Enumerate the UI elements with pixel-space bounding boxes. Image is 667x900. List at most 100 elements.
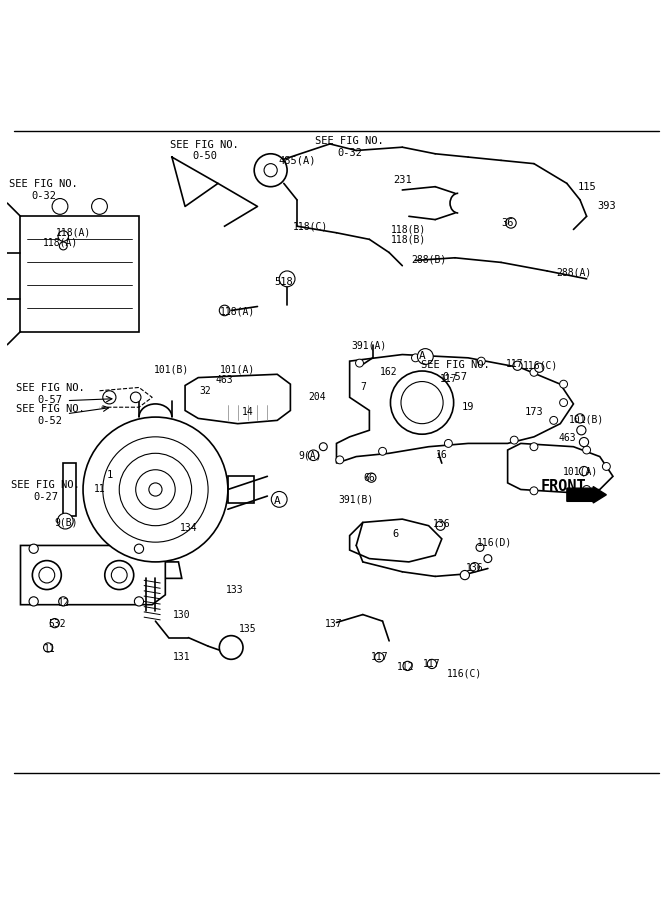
Text: 391(A): 391(A)	[352, 341, 387, 351]
Text: 288(B): 288(B)	[411, 254, 446, 264]
Text: 115: 115	[577, 182, 596, 192]
Text: SEE FIG NO.
0-32: SEE FIG NO. 0-32	[9, 179, 78, 201]
Text: 130: 130	[173, 609, 191, 619]
Circle shape	[50, 618, 59, 627]
Circle shape	[583, 446, 590, 454]
Circle shape	[513, 361, 522, 370]
Circle shape	[105, 561, 133, 590]
Circle shape	[43, 643, 53, 652]
Text: 14: 14	[241, 408, 253, 418]
Text: SEE FIG NO.
0-52: SEE FIG NO. 0-52	[16, 404, 85, 426]
Text: 12: 12	[57, 598, 69, 608]
Circle shape	[59, 242, 67, 250]
Circle shape	[103, 391, 116, 404]
Circle shape	[560, 380, 568, 388]
Circle shape	[319, 443, 327, 451]
Text: 463: 463	[558, 433, 576, 443]
Circle shape	[29, 544, 38, 554]
Circle shape	[39, 567, 55, 583]
Circle shape	[279, 271, 295, 287]
Polygon shape	[63, 464, 77, 516]
Text: 518: 518	[274, 277, 293, 287]
Polygon shape	[228, 476, 254, 503]
Text: SEE FIG NO.
0-57: SEE FIG NO. 0-57	[16, 383, 85, 405]
Circle shape	[32, 561, 61, 590]
Text: 117: 117	[506, 359, 523, 369]
Circle shape	[103, 436, 208, 542]
Circle shape	[308, 450, 319, 461]
Text: 136: 136	[433, 518, 451, 528]
Circle shape	[577, 426, 586, 435]
Text: 117: 117	[440, 374, 457, 384]
Text: 7: 7	[360, 382, 366, 392]
Text: 19: 19	[462, 402, 474, 412]
Text: 32: 32	[199, 386, 211, 396]
Text: 16: 16	[436, 450, 448, 460]
Circle shape	[83, 417, 228, 562]
Circle shape	[134, 544, 143, 554]
Text: 116(C): 116(C)	[523, 361, 558, 371]
FancyArrow shape	[567, 487, 606, 503]
Circle shape	[576, 414, 585, 423]
Circle shape	[91, 199, 107, 214]
Text: 9(B): 9(B)	[55, 518, 78, 527]
Text: FRONT: FRONT	[541, 479, 586, 494]
Text: 101(B): 101(B)	[154, 364, 189, 374]
Circle shape	[444, 439, 452, 447]
Circle shape	[412, 354, 420, 362]
Polygon shape	[129, 562, 182, 579]
Circle shape	[560, 399, 568, 407]
Text: 11: 11	[44, 644, 56, 653]
Circle shape	[428, 660, 436, 669]
Circle shape	[336, 456, 344, 464]
Circle shape	[134, 597, 143, 606]
Circle shape	[111, 567, 127, 583]
Circle shape	[460, 571, 470, 580]
Polygon shape	[508, 444, 613, 493]
Circle shape	[510, 436, 518, 444]
Polygon shape	[336, 355, 574, 464]
Circle shape	[52, 199, 68, 214]
Text: 116(C): 116(C)	[447, 669, 482, 679]
Text: A: A	[419, 351, 426, 361]
Circle shape	[550, 417, 558, 424]
Text: 131: 131	[173, 652, 191, 662]
Text: A: A	[274, 496, 281, 507]
Text: 288(A): 288(A)	[556, 267, 591, 277]
Circle shape	[59, 597, 68, 606]
Circle shape	[476, 544, 484, 552]
FancyBboxPatch shape	[21, 216, 139, 331]
Text: 118(A): 118(A)	[220, 307, 255, 317]
Circle shape	[478, 357, 486, 365]
Circle shape	[135, 470, 175, 509]
Text: 162: 162	[380, 367, 398, 377]
Text: 391(B): 391(B)	[339, 494, 374, 504]
Text: 134: 134	[179, 523, 197, 533]
Text: SEE FIG NO.
0-27: SEE FIG NO. 0-27	[11, 480, 80, 501]
Circle shape	[583, 485, 590, 493]
Text: 485(A): 485(A)	[278, 156, 315, 166]
Text: 118(A): 118(A)	[55, 228, 91, 238]
Circle shape	[367, 473, 376, 482]
Text: 112: 112	[397, 662, 414, 672]
Circle shape	[356, 359, 364, 367]
Text: 117: 117	[370, 652, 388, 662]
Circle shape	[264, 164, 277, 176]
Polygon shape	[21, 545, 165, 605]
Text: 11: 11	[93, 484, 105, 494]
Text: 101(B): 101(B)	[569, 414, 604, 424]
Text: 231: 231	[393, 176, 412, 185]
Circle shape	[149, 483, 162, 496]
Circle shape	[580, 466, 588, 476]
Text: 136: 136	[466, 563, 484, 573]
Text: 1: 1	[106, 470, 113, 480]
Circle shape	[484, 554, 492, 562]
Circle shape	[390, 371, 454, 434]
Circle shape	[219, 305, 230, 316]
Circle shape	[271, 491, 287, 508]
Circle shape	[375, 652, 384, 662]
Text: 118(A): 118(A)	[43, 238, 77, 248]
Text: 36: 36	[502, 218, 514, 228]
Text: 6: 6	[393, 529, 399, 539]
Circle shape	[530, 368, 538, 376]
